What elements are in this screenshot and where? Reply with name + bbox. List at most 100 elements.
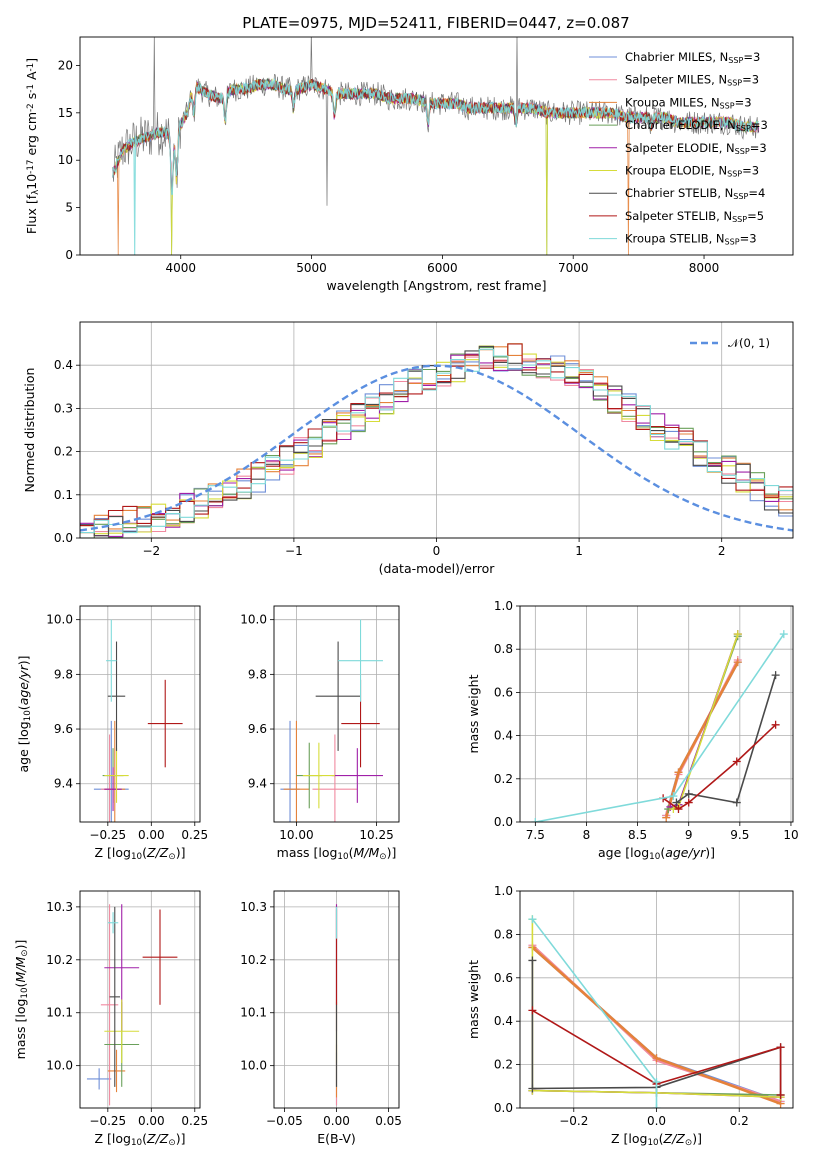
weight-line	[675, 674, 777, 804]
x-axis-label: age [log10(age/yr)]	[598, 845, 715, 862]
legend-label: Kroupa MILES, NSSP=3	[625, 95, 752, 110]
y-tick-label: 0.1	[54, 488, 73, 502]
y-tick-label: 10.0	[240, 1059, 267, 1073]
y-tick-label: 5	[65, 201, 73, 215]
y-tick-label: 15	[58, 106, 73, 120]
weight-line	[670, 633, 739, 808]
x-tick-label: 0.0	[647, 1114, 666, 1128]
data-point	[338, 619, 383, 702]
weight-line	[531, 918, 658, 1108]
y-tick-label: 10.0	[46, 613, 73, 627]
x-tick-label: −0.25	[89, 1114, 126, 1128]
axes-frame	[273, 890, 400, 1109]
weight-marker	[771, 720, 780, 729]
y-tick-label: 1.0	[494, 599, 513, 613]
x-tick-label: 1	[575, 544, 583, 558]
weight-line	[531, 1009, 782, 1095]
data-point	[104, 767, 122, 812]
legend-label: Salpeter STELIB, NSSP=5	[625, 209, 764, 224]
y-tick-label: 0.4	[54, 358, 73, 372]
y-tick-label: 0.4	[494, 1014, 513, 1028]
y-tick-label: 0.0	[494, 1101, 513, 1115]
x-tick-label: 8000	[689, 261, 720, 275]
data-point	[109, 906, 120, 1087]
y-tick-label: 0.0	[494, 815, 513, 829]
x-tick-label: 0.05	[375, 1114, 402, 1128]
axes-frame	[79, 321, 794, 539]
weight-marker	[652, 1104, 661, 1108]
weight-marker	[669, 792, 678, 801]
mass-vs-ebv-panel: −0.05 0.00 0.05 10.0 10.1 10.2 10.3 E(B-V)	[240, 890, 402, 1146]
x-axis-label: (data-model)/error	[379, 561, 496, 576]
data-point	[315, 641, 361, 751]
weight-marker	[732, 757, 741, 766]
weight-marker	[771, 671, 780, 680]
y-tick-label: 10.1	[46, 1006, 73, 1020]
weight-marker	[652, 1077, 661, 1086]
y-tick-label: 0.2	[494, 772, 513, 786]
x-tick-label: 9.5	[730, 828, 749, 842]
x-tick-label: −2	[142, 544, 160, 558]
weight-marker	[733, 630, 742, 639]
axes-frame	[519, 605, 794, 823]
x-tick-label: 0.25	[181, 1114, 208, 1128]
weight-marker	[684, 789, 693, 798]
y-tick-label: 9.6	[54, 722, 73, 736]
y-tick-label: 9.4	[248, 777, 267, 791]
weight-marker	[528, 915, 537, 924]
x-tick-label: 0.00	[138, 1114, 165, 1128]
data-point	[147, 679, 183, 768]
x-tick-label: 0	[433, 544, 441, 558]
data-point	[104, 748, 129, 803]
data-point	[331, 748, 383, 803]
y-tick-label: 10.2	[240, 953, 267, 967]
age-vs-Z-plot-area	[93, 619, 183, 822]
data-point	[107, 912, 119, 934]
axes-frame	[79, 605, 201, 823]
age-vs-mass-panel: 10.00 10.25 9.4 9.6 9.8 10.0 mass [log10(M/M⊙)…	[240, 605, 400, 862]
y-tick-label: 0.2	[494, 1058, 513, 1072]
legend-label: Chabrier ELODIE, NSSP=3	[625, 118, 768, 133]
spectrum-legend: Chabrier MILES, NSSP=3 Salpeter MILES, NS…	[589, 50, 768, 246]
normal-distribution-curve	[80, 364, 793, 532]
age-vs-mass-plot-area	[280, 619, 383, 822]
x-tick-label: 4000	[165, 261, 196, 275]
y-tick-label: 0.6	[494, 685, 513, 699]
model-spectrum-line	[112, 77, 759, 255]
x-tick-label: 10	[783, 828, 798, 842]
y-tick-label: 0.8	[494, 642, 513, 656]
x-tick-label: 0.25	[181, 828, 208, 842]
legend-label: Salpeter MILES, NSSP=3	[625, 73, 759, 88]
x-axis-label: wavelength [Angstrom, rest frame]	[326, 278, 546, 293]
x-tick-label: 10.25	[359, 828, 393, 842]
x-tick-label: −1	[285, 544, 303, 558]
y-tick-label: 10.3	[46, 900, 73, 914]
weight-marker	[779, 630, 788, 639]
y-tick-label: 10.2	[46, 953, 73, 967]
weight-marker	[662, 813, 671, 822]
data-point	[302, 742, 335, 809]
x-tick-label: 9	[685, 828, 693, 842]
y-tick-label: 0.2	[54, 445, 73, 459]
residuals-panel: −2 −1 0 1 2 0.0 0.1 0.2 0.3 0.4 (data-model)/error…	[22, 321, 794, 576]
weight-marker	[528, 1084, 537, 1093]
age-vs-Z-panel: −0.25 0.00 0.25 9.4 9.6 9.8 10.0 Z [log10(Z/Z⊙)…	[16, 605, 208, 862]
weight-marker	[531, 818, 540, 822]
y-tick-label: 9.4	[54, 777, 73, 791]
data-point	[86, 1068, 112, 1090]
x-tick-label: 2	[718, 544, 726, 558]
y-tick-label: 10.3	[240, 900, 267, 914]
weight-marker	[674, 768, 683, 777]
y-tick-label: 10.0	[46, 1059, 73, 1073]
x-tick-label: 8	[583, 828, 591, 842]
y-tick-label: 9.6	[248, 722, 267, 736]
mass-vs-Z-panel: −0.25 0.00 0.25 10.0 10.1 10.2 10.3 Z [log10(Z/…	[13, 890, 208, 1148]
y-axis-label: age [log10(age/yr)]	[16, 655, 33, 772]
x-tick-label: −0.25	[89, 828, 126, 842]
x-tick-label: 7.5	[526, 828, 545, 842]
x-tick-label: 0.2	[730, 1114, 749, 1128]
weight-marker	[684, 798, 693, 807]
data-point	[100, 904, 119, 1106]
y-tick-label: 10.1	[240, 1006, 267, 1020]
y-axis-label: Normed distribution	[22, 368, 37, 493]
